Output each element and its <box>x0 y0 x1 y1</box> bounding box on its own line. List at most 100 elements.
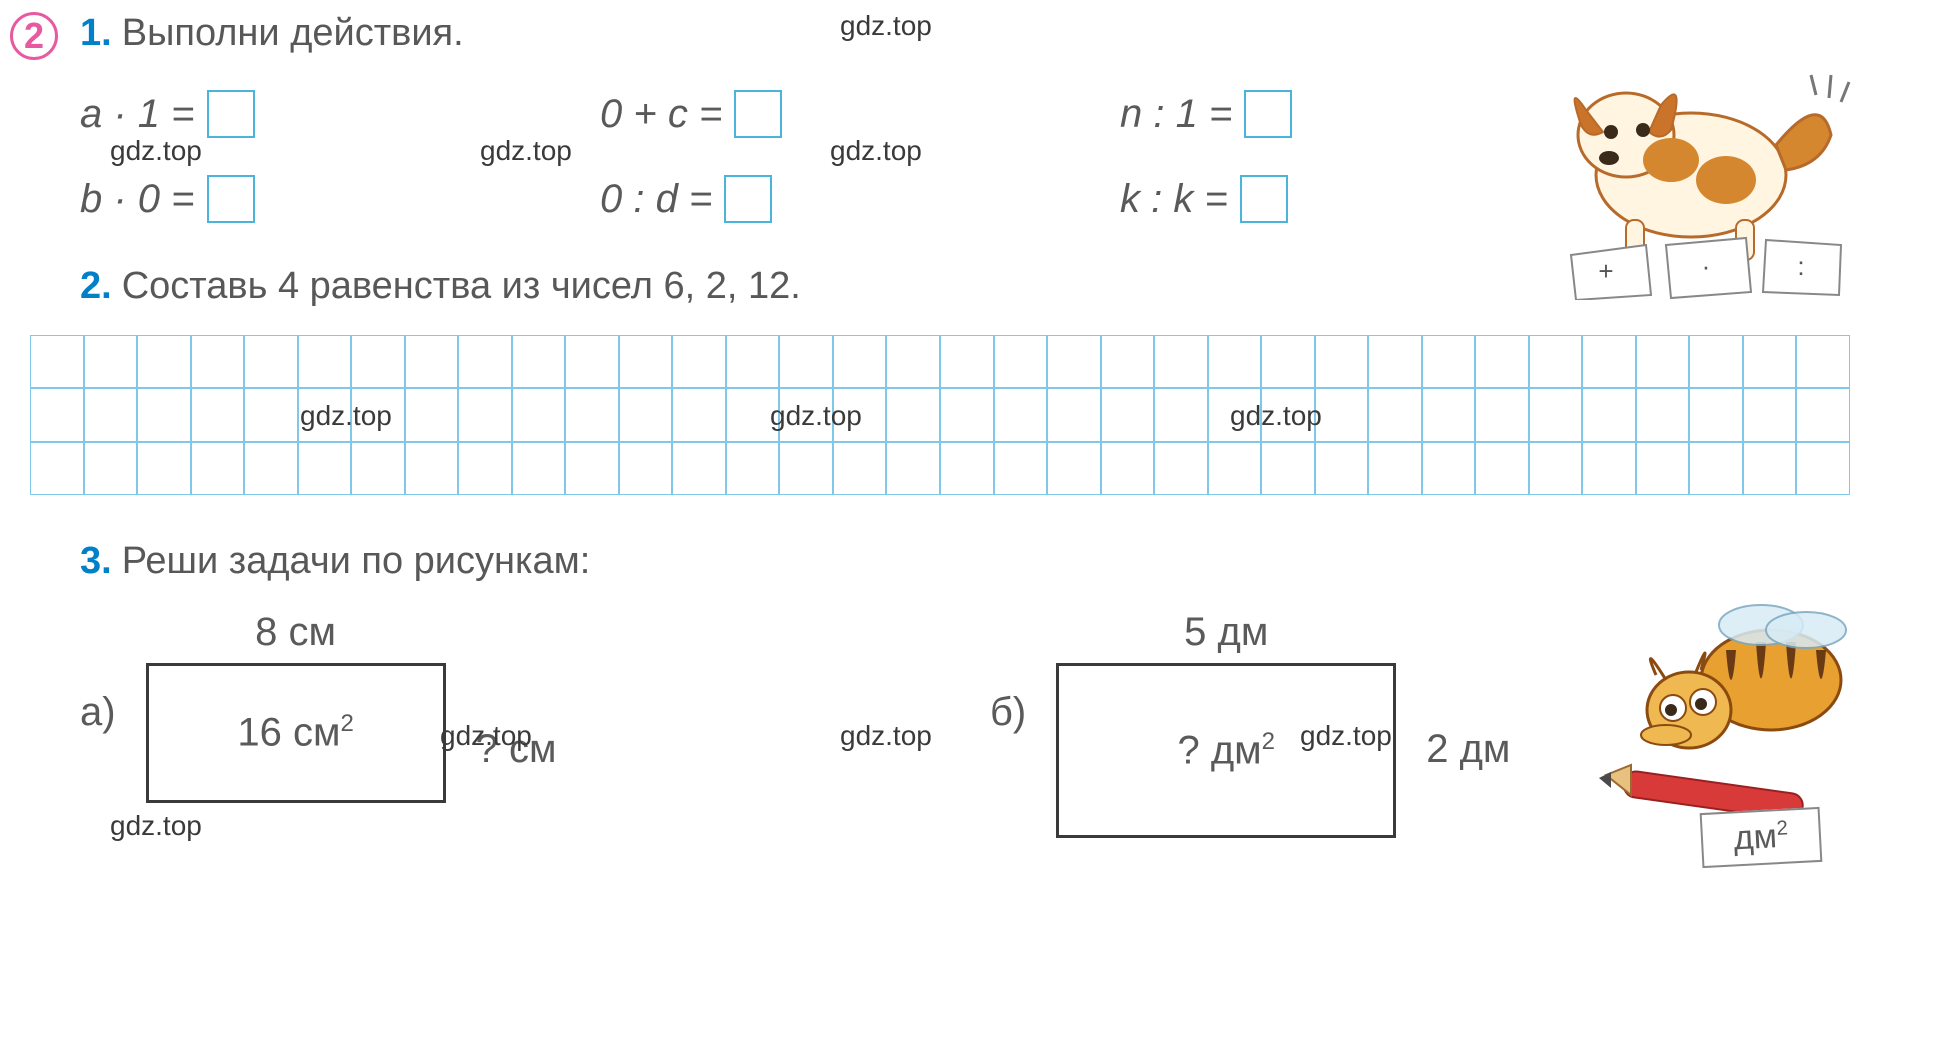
grid-cell <box>619 388 673 441</box>
width-label-b: 5 дм <box>1184 610 1268 655</box>
grid-cell <box>672 442 726 495</box>
svg-text:·: · <box>1702 251 1711 281</box>
dm2-label: дм2 <box>1733 817 1790 859</box>
grid-cell <box>191 442 245 495</box>
grid-cell <box>191 335 245 388</box>
watermark: gdz.top <box>1230 400 1322 432</box>
grid-cell <box>619 335 673 388</box>
grid-cell <box>565 335 619 388</box>
grid-cell <box>1047 442 1101 495</box>
grid-cell <box>1636 442 1690 495</box>
task2-text: Составь 4 равенства из чисел 6, 2, 12. <box>122 265 801 307</box>
grid-cell <box>458 335 512 388</box>
width-label-a: 8 см <box>255 610 336 655</box>
grid-cell <box>1743 442 1797 495</box>
equations-row-2: b · 0 = 0 : d = k : k = <box>80 175 1460 223</box>
watermark: gdz.top <box>480 135 572 167</box>
answer-box[interactable] <box>1244 90 1292 138</box>
watermark: gdz.top <box>840 10 932 42</box>
grid-cell <box>137 388 191 441</box>
side-label-b: 2 дм <box>1426 727 1510 772</box>
grid-cell <box>1743 388 1797 441</box>
grid-cell <box>405 335 459 388</box>
grid-cell <box>994 442 1048 495</box>
grid-cell <box>1636 335 1690 388</box>
grid-cell <box>1689 388 1743 441</box>
rect-a: 16 см2 <box>146 663 446 803</box>
grid-cell <box>940 442 994 495</box>
grid-cell <box>726 442 780 495</box>
grid-cell <box>619 442 673 495</box>
grid-cell <box>886 388 940 441</box>
grid-cell <box>1101 442 1155 495</box>
watermark: gdz.top <box>840 720 932 752</box>
grid-cell <box>512 388 566 441</box>
grid-cell <box>1529 388 1583 441</box>
grid-cell <box>244 335 298 388</box>
grid-cell <box>1475 388 1529 441</box>
grid-cell <box>1101 388 1155 441</box>
grid-cell <box>779 335 833 388</box>
task3-num: 3. <box>80 540 112 582</box>
answer-box[interactable] <box>1240 175 1288 223</box>
grid-cell <box>1315 442 1369 495</box>
watermark: gdz.top <box>110 135 202 167</box>
grid-cell <box>1422 442 1476 495</box>
circle-number: 2 <box>10 12 58 60</box>
grid-cell <box>1154 335 1208 388</box>
grid-cell <box>458 388 512 441</box>
watermark: gdz.top <box>110 810 202 842</box>
grid-cell <box>191 388 245 441</box>
grid-cell <box>940 335 994 388</box>
picture-b: б) 5 дм ? дм2 2 дм <box>990 610 1510 838</box>
answer-box[interactable] <box>207 90 255 138</box>
grid-cell <box>833 335 887 388</box>
answer-box[interactable] <box>207 175 255 223</box>
grid-cell <box>1796 442 1850 495</box>
grid-cell <box>1208 335 1262 388</box>
grid-cell <box>1315 388 1369 441</box>
grid-cell <box>1047 388 1101 441</box>
grid-cell <box>1582 388 1636 441</box>
equation-kk: k : k = <box>1120 175 1460 223</box>
grid-cell <box>84 335 138 388</box>
grid-cell <box>886 442 940 495</box>
grid-cell <box>994 335 1048 388</box>
grid-cell <box>512 335 566 388</box>
grid-cell <box>458 442 512 495</box>
grid-cell <box>512 442 566 495</box>
letter-a: а) <box>80 690 116 735</box>
grid-cell <box>1047 335 1101 388</box>
grid-cell <box>1689 335 1743 388</box>
watermark: gdz.top <box>830 135 922 167</box>
grid-cell <box>137 442 191 495</box>
grid-cell <box>779 442 833 495</box>
grid-cell <box>1208 442 1262 495</box>
grid-cell <box>1422 388 1476 441</box>
letter-b: б) <box>990 690 1026 735</box>
task1-num: 1. <box>80 12 112 54</box>
grid-cell <box>1154 388 1208 441</box>
task1-header: 1. Выполни действия. <box>80 12 464 55</box>
grid-cell <box>1529 442 1583 495</box>
grid-cell <box>565 388 619 441</box>
grid-cell <box>137 335 191 388</box>
answer-box[interactable] <box>734 90 782 138</box>
grid-cell <box>1261 335 1315 388</box>
grid-cell <box>1582 442 1636 495</box>
grid-cell <box>1796 335 1850 388</box>
grid-cell <box>1582 335 1636 388</box>
answer-box[interactable] <box>724 175 772 223</box>
grid-cell <box>405 388 459 441</box>
grid-cell <box>30 335 84 388</box>
dog-icon: + · : <box>1511 20 1881 300</box>
grid-cell <box>1368 388 1422 441</box>
task3-header: 3. Реши задачи по рисункам: <box>80 540 590 583</box>
eq-lhs: 0 : d = <box>600 177 712 222</box>
task1-text: Выполни действия. <box>122 12 464 54</box>
grid-cell <box>1689 442 1743 495</box>
eq-lhs: k : k = <box>1120 177 1228 222</box>
grid-cell <box>1743 335 1797 388</box>
task3-text: Реши задачи по рисункам: <box>122 540 591 582</box>
grid-cell <box>833 442 887 495</box>
